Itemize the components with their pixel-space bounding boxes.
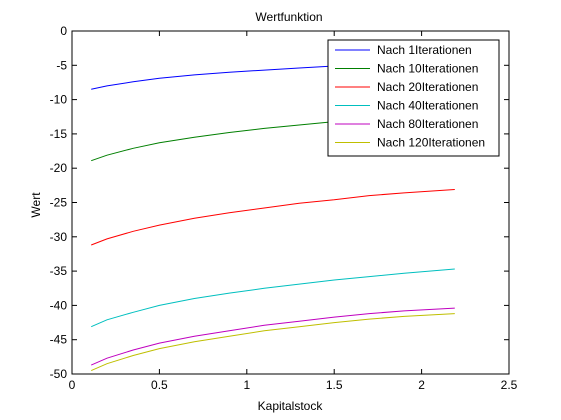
legend-label: Nach 1Iterationen [377,43,472,57]
y-axis-label: Wert [29,192,43,218]
y-tick-label: -10 [50,93,68,107]
legend-label: Nach 10Iterationen [377,62,478,76]
y-tick-label: -5 [56,58,67,72]
y-tick-label: -15 [50,127,68,141]
x-axis-label: Kapitalstock [258,399,324,413]
legend-box [327,39,500,157]
series-line-3 [91,189,455,246]
legend-label: Nach 80Iterationen [377,117,478,131]
y-tick-label: -50 [50,367,68,381]
y-axis: 0 -5 -10 -15 -20 -25 -30 -35 -40 -45 -50 [50,24,509,381]
legend-label: Nach 120Iterationen [377,136,485,150]
x-tick-label: 2.5 [501,378,518,392]
x-tick-label: 0 [69,378,76,392]
x-tick-label: 1 [243,378,250,392]
y-tick-label: -25 [50,196,68,210]
legend-label: Nach 20Iterationen [377,80,478,94]
y-tick-label: -30 [50,230,68,244]
series-line-6 [90,313,455,372]
x-tick-label: 2 [418,378,425,392]
y-tick-label: -45 [50,333,68,347]
chart-title: Wertfunktion [255,10,322,24]
x-tick-label: 0.5 [151,378,168,392]
y-tick-label: -20 [50,161,68,175]
series-line-5 [90,307,455,366]
y-tick-label: 0 [60,24,67,38]
legend-label: Nach 40Iterationen [377,99,478,113]
y-tick-label: -35 [50,264,68,278]
series-line-4 [90,268,455,328]
legend: Nach 1Iterationen Nach 10Iterationen Nach … [327,39,500,157]
x-axis: 0 0.5 1 1.5 2 2.5 [69,31,518,392]
y-tick-label: -40 [50,298,68,312]
x-tick-label: 1.5 [326,378,343,392]
